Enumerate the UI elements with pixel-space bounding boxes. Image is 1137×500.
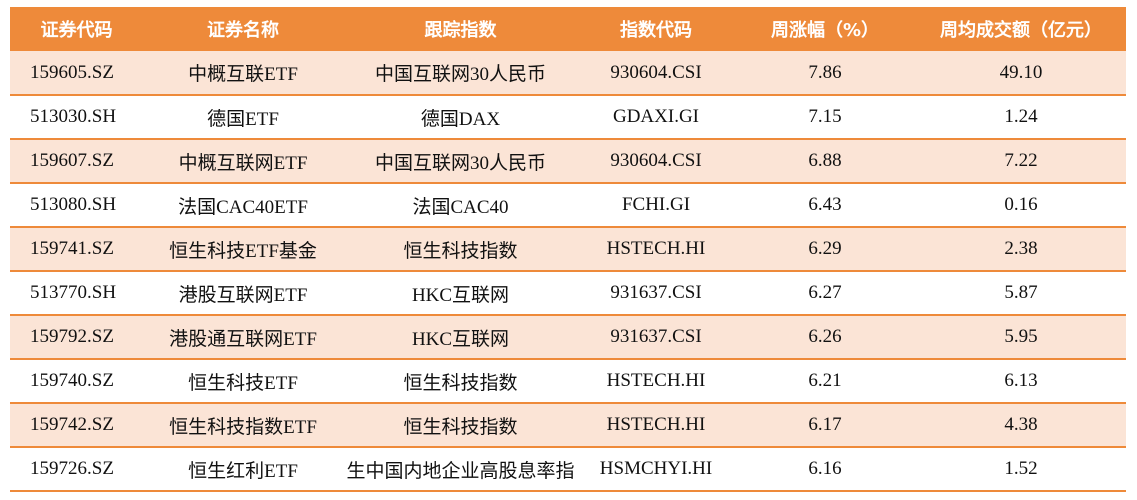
header-security-name: 证券名称 — [207, 20, 279, 41]
cell-tracking-index: 中国互联网30人民币 — [374, 152, 546, 174]
cell-security-code: 159742.SZ — [30, 414, 114, 435]
table-row: 159726.SZ 恒生红利ETF 生中国内地企业高股息率指 HSMCHYI.H… — [10, 447, 1126, 491]
cell-tracking-index: 恒生科技指数 — [403, 240, 518, 262]
cell-weekly-turnover: 1.24 — [1004, 106, 1038, 127]
cell-tracking-index: 德国DAX — [420, 108, 501, 130]
cell-weekly-turnover: 4.38 — [1004, 414, 1038, 435]
cell-weekly-turnover: 2.38 — [1004, 238, 1038, 259]
table-row: 513770.SH 港股互联网ETF HKC互联网 931637.CSI 6.2… — [10, 271, 1126, 315]
cell-weekly-turnover: 7.22 — [1004, 150, 1038, 171]
cell-security-code: 159741.SZ — [30, 238, 114, 259]
header-weekly-change: 周涨幅（%） — [770, 20, 880, 41]
cell-weekly-turnover: 6.13 — [1004, 370, 1038, 391]
header-index-code: 指数代码 — [620, 20, 692, 41]
cell-index-code: HSTECH.HI — [606, 370, 706, 391]
cell-index-code: 930604.CSI — [610, 150, 702, 171]
cell-weekly-turnover: 0.16 — [1004, 194, 1038, 215]
cell-index-code: HSTECH.HI — [606, 414, 706, 435]
cell-security-name: 恒生科技指数ETF — [169, 416, 317, 438]
cell-weekly-change: 6.21 — [808, 370, 842, 391]
cell-security-code: 513080.SH — [30, 194, 117, 215]
cell-security-name: 港股互联网ETF — [178, 284, 308, 306]
table-body: 159605.SZ 中概互联ETF 中国互联网30人民币 930604.CSI … — [10, 51, 1126, 491]
cell-security-code: 159607.SZ — [30, 150, 114, 171]
table-row: 159607.SZ 中概互联网ETF 中国互联网30人民币 930604.CSI… — [10, 139, 1126, 183]
cell-index-code: HSMCHYI.HI — [599, 458, 713, 479]
table-row: 159740.SZ 恒生科技ETF 恒生科技指数 HSTECH.HI 6.21 … — [10, 359, 1126, 403]
header-weekly-turnover: 周均成交额（亿元） — [940, 20, 1102, 41]
table-row: 513030.SH 德国ETF 德国DAX GDAXI.GI 7.15 1.24 — [10, 95, 1126, 139]
cell-security-code: 513770.SH — [30, 282, 117, 303]
cell-tracking-index: 生中国内地企业高股息率指 — [346, 460, 575, 482]
cell-security-code: 159605.SZ — [30, 61, 114, 83]
cell-security-name: 中概互联ETF — [188, 64, 298, 85]
cell-security-name: 法国CAC40ETF — [178, 196, 308, 218]
table-row: 159742.SZ 恒生科技指数ETF 恒生科技指数 HSTECH.HI 6.1… — [10, 403, 1126, 447]
cell-index-code: HSTECH.HI — [606, 238, 706, 259]
table-row: 159741.SZ 恒生科技ETF基金 恒生科技指数 HSTECH.HI 6.2… — [10, 227, 1126, 271]
cell-index-code: 931637.CSI — [610, 326, 702, 347]
cell-index-code: FCHI.GI — [621, 194, 691, 215]
cell-index-code: GDAXI.GI — [612, 106, 699, 127]
cell-weekly-change: 6.17 — [808, 414, 842, 435]
header-security-code: 证券代码 — [40, 20, 113, 41]
cell-tracking-index: 中国互联网30人民币 — [374, 64, 546, 85]
cell-tracking-index: HKC互联网 — [411, 284, 510, 306]
etf-weekly-table: 证券代码 证券名称 跟踪指数 指数代码 周涨幅（%） 周均成交额（亿元） 159… — [10, 7, 1126, 492]
table-row: 159792.SZ 港股通互联网ETF HKC互联网 931637.CSI 6.… — [10, 315, 1126, 359]
cell-weekly-turnover: 49.10 — [999, 61, 1043, 83]
cell-weekly-change: 6.29 — [808, 238, 842, 259]
cell-weekly-change: 6.26 — [808, 326, 842, 347]
cell-security-name: 恒生红利ETF — [188, 460, 298, 482]
cell-security-code: 159792.SZ — [30, 326, 114, 347]
etf-weekly-table-container: 证券代码 证券名称 跟踪指数 指数代码 周涨幅（%） 周均成交额（亿元） 159… — [10, 7, 1126, 492]
table-row: 159605.SZ 中概互联ETF 中国互联网30人民币 930604.CSI … — [10, 51, 1126, 95]
cell-weekly-change: 7.86 — [808, 61, 842, 83]
header-row: 证券代码 证券名称 跟踪指数 指数代码 周涨幅（%） 周均成交额（亿元） — [10, 7, 1126, 51]
cell-weekly-change: 6.27 — [808, 282, 842, 303]
cell-weekly-change: 6.43 — [808, 194, 842, 215]
cell-weekly-turnover: 5.87 — [1004, 282, 1038, 303]
cell-security-name: 恒生科技ETF基金 — [169, 240, 317, 262]
cell-weekly-change: 6.88 — [808, 150, 842, 171]
cell-index-code: 931637.CSI — [610, 282, 702, 303]
cell-weekly-change: 6.16 — [808, 458, 842, 479]
cell-weekly-change: 7.15 — [808, 106, 842, 127]
cell-tracking-index: 法国CAC40 — [412, 196, 509, 218]
header-tracking-index: 跟踪指数 — [424, 20, 497, 41]
cell-tracking-index: HKC互联网 — [411, 328, 510, 350]
cell-security-name: 德国ETF — [207, 108, 279, 130]
cell-security-code: 513030.SH — [30, 106, 117, 127]
cell-tracking-index: 恒生科技指数 — [403, 416, 518, 438]
cell-security-name: 恒生科技ETF — [188, 372, 298, 394]
cell-security-code: 159740.SZ — [30, 370, 114, 391]
table-row: 513080.SH 法国CAC40ETF 法国CAC40 FCHI.GI 6.4… — [10, 183, 1126, 227]
cell-weekly-turnover: 5.95 — [1004, 326, 1038, 347]
cell-weekly-turnover: 1.52 — [1004, 458, 1038, 479]
cell-tracking-index: 恒生科技指数 — [403, 372, 518, 394]
cell-security-name: 港股通互联网ETF — [169, 328, 317, 350]
cell-index-code: 930604.CSI — [610, 61, 702, 83]
cell-security-name: 中概互联网ETF — [178, 152, 308, 174]
table-header: 证券代码 证券名称 跟踪指数 指数代码 周涨幅（%） 周均成交额（亿元） — [10, 7, 1126, 51]
cell-security-code: 159726.SZ — [30, 458, 114, 479]
